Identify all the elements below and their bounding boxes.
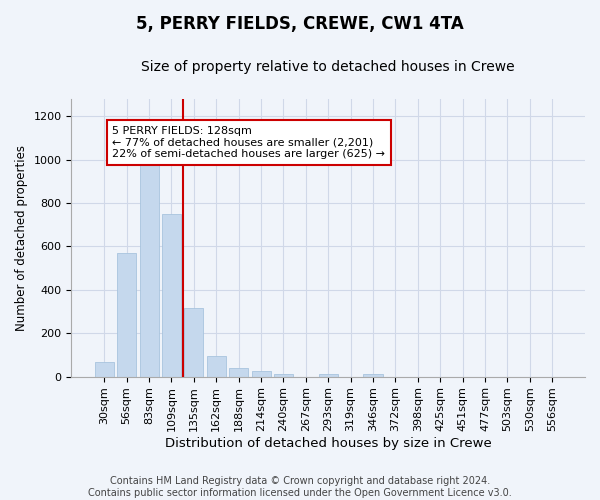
- Text: 5 PERRY FIELDS: 128sqm
← 77% of detached houses are smaller (2,201)
22% of semi-: 5 PERRY FIELDS: 128sqm ← 77% of detached…: [112, 126, 385, 159]
- Y-axis label: Number of detached properties: Number of detached properties: [15, 144, 28, 330]
- Bar: [319, 374, 338, 376]
- Title: Size of property relative to detached houses in Crewe: Size of property relative to detached ho…: [142, 60, 515, 74]
- Bar: [207, 356, 226, 376]
- Text: 5, PERRY FIELDS, CREWE, CW1 4TA: 5, PERRY FIELDS, CREWE, CW1 4TA: [136, 15, 464, 33]
- Bar: [274, 374, 293, 376]
- Text: Contains HM Land Registry data © Crown copyright and database right 2024.
Contai: Contains HM Land Registry data © Crown c…: [88, 476, 512, 498]
- Bar: [95, 362, 114, 376]
- Bar: [140, 158, 158, 376]
- X-axis label: Distribution of detached houses by size in Crewe: Distribution of detached houses by size …: [165, 437, 491, 450]
- Bar: [229, 368, 248, 376]
- Bar: [184, 308, 203, 376]
- Bar: [117, 253, 136, 376]
- Bar: [162, 214, 181, 376]
- Bar: [251, 371, 271, 376]
- Bar: [364, 374, 383, 376]
